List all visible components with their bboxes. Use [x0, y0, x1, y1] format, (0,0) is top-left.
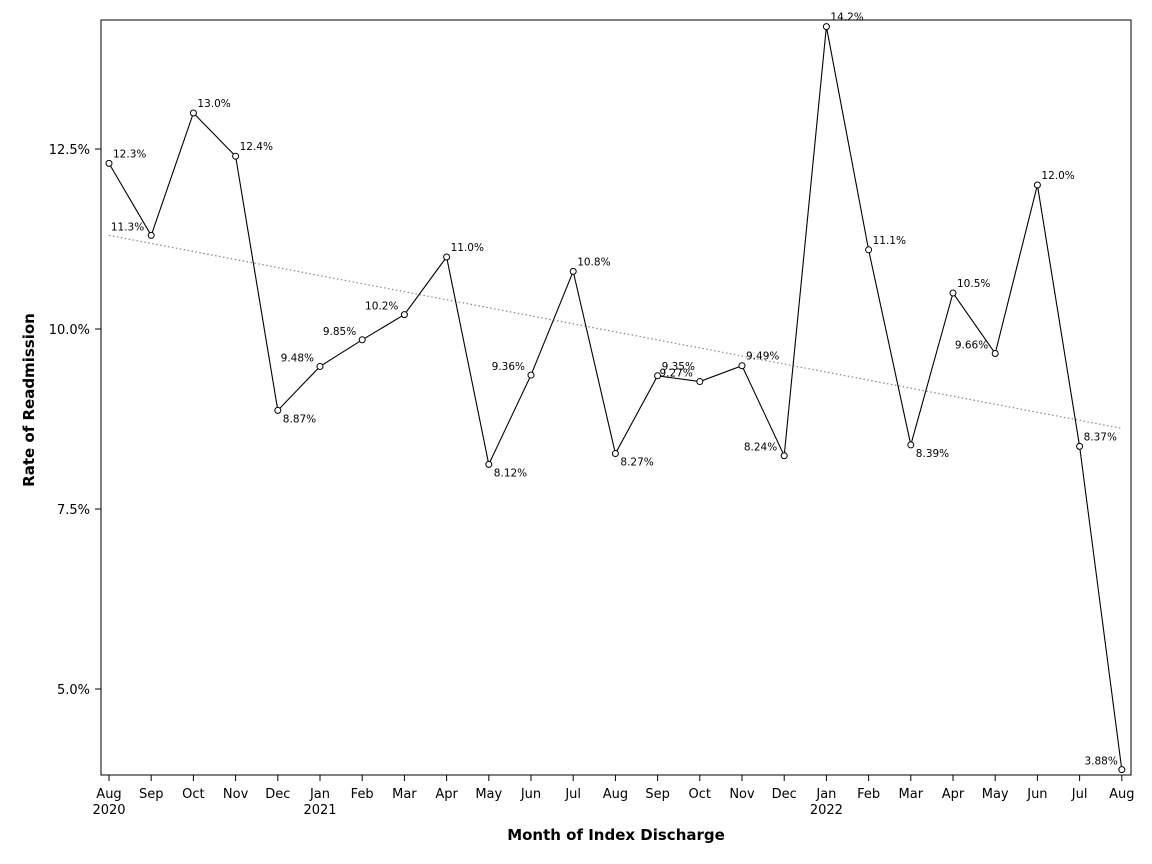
data-label: 9.49% [746, 351, 779, 363]
x-tick-label: Jul [1071, 787, 1088, 802]
x-tick-label: Feb [351, 787, 374, 802]
data-point [485, 460, 493, 468]
data-label: 9.85% [323, 326, 356, 338]
x-tick-label: Oct [689, 787, 711, 802]
data-point [274, 406, 282, 414]
x-axis: Aug Sep Oct Nov Dec Jan Feb Mar Apr May Jun Jul Aug S… [92, 775, 1134, 818]
data-labels: 12.3% 11.3% 13.0% 12.4% 8.87% 9.48% 9.85% 10.2%… [111, 12, 1118, 768]
data-point [696, 378, 704, 386]
data-label: 10.2% [365, 301, 398, 313]
data-label: 12.4% [240, 141, 273, 153]
x-tick-label: Sep [139, 787, 164, 802]
y-tick-label: 12.5% [49, 143, 90, 158]
data-label: 13.0% [197, 98, 230, 110]
data-label: 8.12% [494, 467, 527, 479]
y-tick-label: 5.0% [57, 683, 90, 698]
data-label: 8.27% [620, 457, 653, 469]
y-tick-label: 7.5% [57, 503, 90, 518]
x-tick-label: Mar [899, 787, 924, 802]
x-year-label: 2020 [92, 803, 125, 818]
data-label: 10.8% [577, 256, 610, 268]
data-point [443, 253, 451, 261]
data-point [780, 452, 788, 460]
data-point [527, 371, 535, 379]
data-point [569, 267, 577, 275]
x-tick-label: Apr [942, 787, 965, 802]
data-point [654, 372, 662, 380]
x-tick-label: Sep [645, 787, 670, 802]
x-tick-label: Jun [1026, 787, 1047, 802]
data-label: 9.48% [281, 352, 314, 364]
x-tick-label: Dec [772, 787, 797, 802]
data-point [400, 311, 408, 319]
data-label: 8.39% [916, 448, 949, 460]
data-point [949, 289, 957, 297]
trend-line [108, 234, 1122, 429]
x-year-label: 2021 [303, 803, 336, 818]
x-tick-label: Mar [392, 787, 417, 802]
data-point [822, 23, 830, 31]
y-axis-title: Rate of Readmission [20, 313, 38, 487]
series-polyline [108, 26, 1123, 770]
x-tick-label: May [982, 787, 1009, 802]
data-point [105, 159, 113, 167]
data-point [991, 349, 999, 357]
data-point [189, 109, 197, 117]
x-tick-label: Aug [1109, 787, 1134, 802]
x-tick-label: Aug [96, 787, 121, 802]
data-label: 9.36% [492, 361, 525, 373]
data-label: 11.0% [451, 242, 484, 254]
data-point [1118, 766, 1126, 774]
plot-frame [100, 19, 1132, 776]
x-tick-label: Aug [603, 787, 628, 802]
x-tick-label: Jan [815, 787, 836, 802]
data-label: 8.87% [283, 413, 316, 425]
data-point [147, 231, 155, 239]
data-label: 9.66% [955, 339, 988, 351]
data-point [738, 362, 746, 370]
data-point [232, 152, 240, 160]
data-label: 3.88% [1084, 756, 1117, 768]
x-tick-label: Apr [435, 787, 458, 802]
data-points [105, 23, 1126, 774]
data-point [907, 441, 915, 449]
data-label: 8.37% [1084, 431, 1117, 443]
data-label: 12.3% [113, 148, 146, 160]
data-point [1033, 181, 1041, 189]
data-label: 10.5% [957, 278, 990, 290]
x-tick-label: Dec [265, 787, 290, 802]
x-tick-label: Oct [182, 787, 204, 802]
x-tick-label: Jul [564, 787, 581, 802]
data-point [316, 362, 324, 370]
x-tick-label: Jun [520, 787, 541, 802]
data-label: 12.0% [1041, 170, 1074, 182]
x-tick-label: Feb [857, 787, 880, 802]
series-line [108, 26, 1123, 770]
data-label: 11.1% [873, 235, 906, 247]
data-point [1076, 442, 1084, 450]
trend-line-path [108, 234, 1122, 429]
data-point [611, 450, 619, 458]
x-axis-title: Month of Index Discharge [507, 826, 725, 844]
data-label: 11.3% [111, 221, 144, 233]
data-point [865, 246, 873, 254]
x-tick-label: May [475, 787, 502, 802]
data-label: 9.27% [659, 368, 692, 380]
data-label: 9.35% [662, 361, 695, 373]
x-tick-label: Jan [309, 787, 330, 802]
y-tick-label: 10.0% [49, 323, 90, 338]
x-tick-label: Nov [223, 787, 249, 802]
y-axis: 5.0% 7.5% 10.0% 12.5% [49, 143, 101, 698]
data-point [358, 336, 366, 344]
data-label: 14.2% [830, 12, 863, 24]
x-tick-label: Nov [729, 787, 755, 802]
data-label: 8.24% [744, 442, 777, 454]
x-year-label: 2022 [810, 803, 843, 818]
